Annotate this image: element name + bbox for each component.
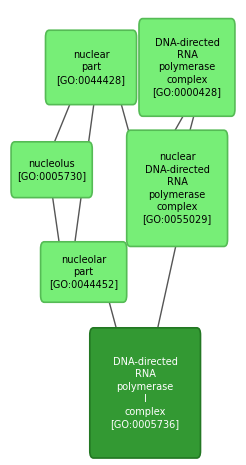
Text: DNA-directed
RNA
polymerase
I
complex
[GO:0005736]: DNA-directed RNA polymerase I complex [G… (111, 357, 180, 429)
Text: nuclear
part
[GO:0044428]: nuclear part [GO:0044428] (57, 50, 125, 85)
FancyBboxPatch shape (90, 328, 200, 458)
FancyBboxPatch shape (46, 30, 137, 105)
FancyBboxPatch shape (139, 19, 235, 116)
FancyBboxPatch shape (11, 142, 92, 198)
FancyBboxPatch shape (41, 242, 127, 302)
Text: nucleolus
[GO:0005730]: nucleolus [GO:0005730] (17, 159, 86, 181)
FancyBboxPatch shape (127, 130, 228, 246)
Text: DNA-directed
RNA
polymerase
complex
[GO:0000428]: DNA-directed RNA polymerase complex [GO:… (153, 38, 221, 97)
Text: nucleolar
part
[GO:0044452]: nucleolar part [GO:0044452] (49, 255, 118, 289)
Text: nuclear
DNA-directed
RNA
polymerase
complex
[GO:0055029]: nuclear DNA-directed RNA polymerase comp… (142, 153, 212, 224)
